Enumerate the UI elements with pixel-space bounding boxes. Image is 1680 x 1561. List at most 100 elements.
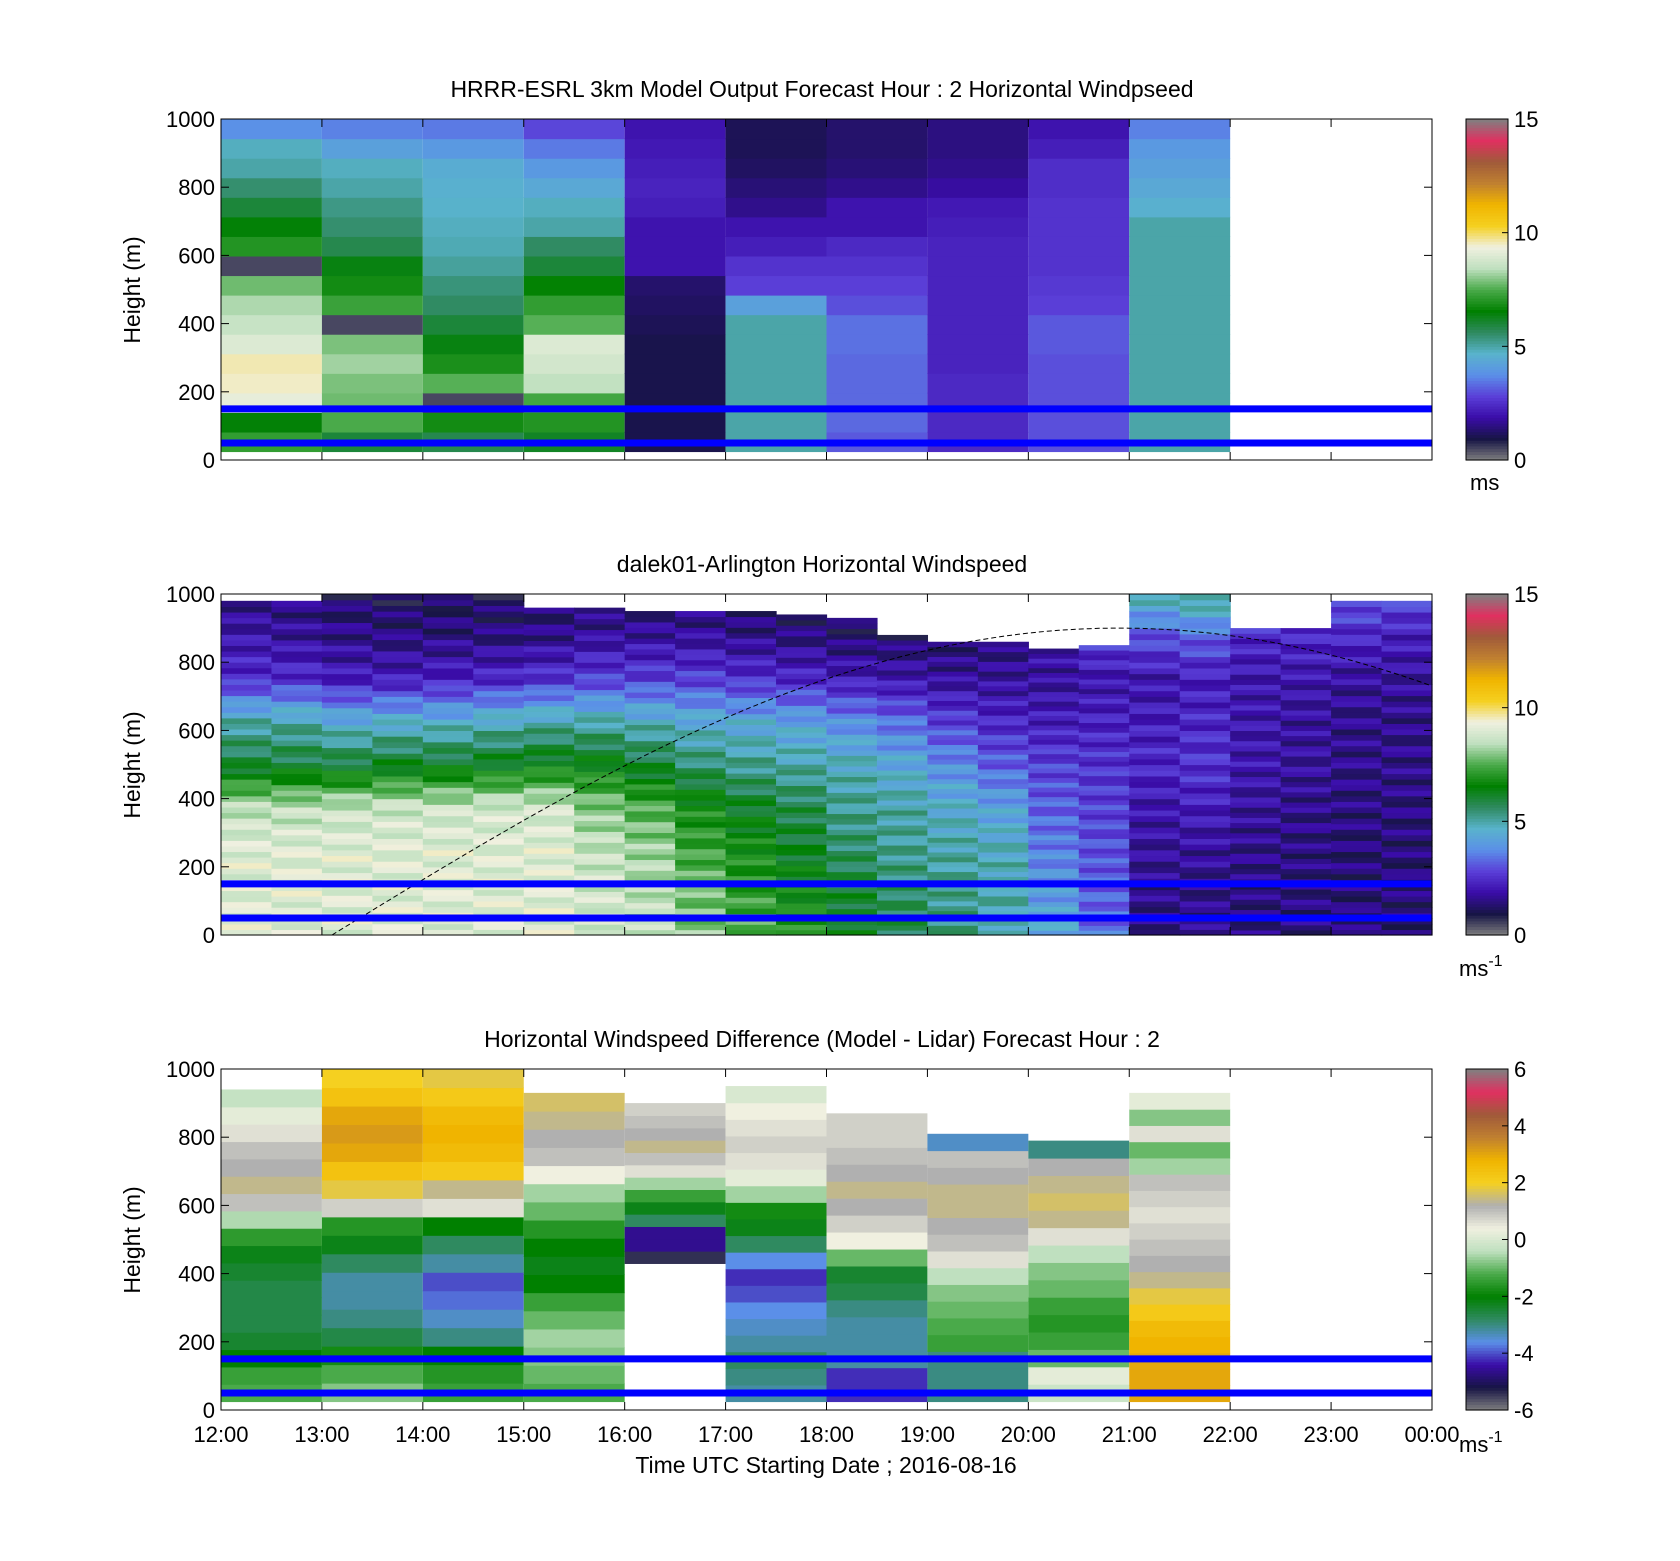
colorbar-segment <box>1466 1321 1508 1326</box>
heatmap-cell <box>321 758 373 766</box>
heatmap-cell <box>574 907 626 914</box>
colorbar-segment <box>1466 656 1508 660</box>
heatmap-cell <box>422 787 474 794</box>
colorbar-segment <box>1466 178 1508 183</box>
heatmap-cell <box>523 918 575 925</box>
heatmap-cell <box>1078 814 1130 820</box>
heatmap-cell <box>927 930 979 936</box>
heatmap-cell <box>876 929 929 936</box>
heatmap-cell <box>1280 689 1332 696</box>
heatmap-cell <box>221 656 273 663</box>
heatmap-cell <box>1078 649 1130 656</box>
heatmap-cell <box>1280 807 1332 813</box>
colorbar-segment <box>1466 155 1508 160</box>
colorbar-segment <box>1466 1174 1508 1178</box>
heatmap-cell <box>523 314 625 335</box>
heatmap-cell <box>1078 901 1130 907</box>
heatmap-cell <box>977 651 1029 658</box>
heatmap-cell <box>1381 890 1433 897</box>
heatmap-cell <box>271 801 323 808</box>
colorbar-segment <box>1466 1100 1508 1104</box>
heatmap-cell <box>271 723 323 730</box>
colorbar-segment <box>1466 1404 1508 1408</box>
heatmap-cell <box>624 891 676 898</box>
heatmap-cell <box>1078 712 1130 719</box>
heatmap-cell <box>876 699 929 706</box>
colorbar-segment <box>1466 300 1508 305</box>
colorbar-segment <box>1466 605 1508 609</box>
heatmap-cell <box>977 666 1029 672</box>
heatmap-cell <box>221 623 273 630</box>
colorbar-segment <box>1466 630 1508 635</box>
heatmap-cell <box>1381 695 1433 702</box>
heatmap-cell <box>321 906 373 913</box>
heatmap-cell <box>523 1256 625 1276</box>
heatmap-cell <box>1179 594 1231 601</box>
x-tick-label: 20:00 <box>1001 1422 1056 1447</box>
heatmap-cell <box>776 790 828 797</box>
heatmap-cell <box>1028 653 1080 659</box>
heatmap-cell <box>977 793 1029 799</box>
heatmap-cell <box>372 701 424 709</box>
heatmap-cells <box>221 1069 1231 1403</box>
heatmap-cell <box>876 734 929 741</box>
heatmap-cell <box>1331 600 1383 607</box>
heatmap-cell <box>321 679 373 686</box>
heatmap-cell <box>725 837 777 844</box>
heatmap-cell <box>1028 1244 1130 1263</box>
heatmap-cell <box>776 838 828 845</box>
heatmap-cell <box>574 694 626 701</box>
colorbar-segment <box>1466 420 1508 424</box>
heatmap-cell <box>574 782 626 789</box>
heatmap-cell <box>1028 901 1080 907</box>
heatmap-cell <box>221 779 273 786</box>
heatmap-cell <box>1230 735 1282 742</box>
heatmap-cell <box>1179 690 1231 697</box>
heatmap-cell <box>1129 900 1181 908</box>
heatmap-cell <box>1381 611 1433 619</box>
colorbar-segment <box>1466 775 1508 780</box>
colorbar-segment <box>1466 1114 1508 1118</box>
heatmap-cell <box>1280 674 1332 680</box>
heatmap-cell <box>372 895 424 902</box>
colorbar-segment <box>1466 1191 1508 1195</box>
heatmap-cell <box>675 638 727 645</box>
heatmap-cell <box>221 650 273 658</box>
heatmap-cell <box>725 692 777 699</box>
heatmap-cell <box>1179 645 1231 652</box>
heatmap-cell <box>372 770 424 777</box>
heatmap-cell <box>977 920 1029 926</box>
heatmap-cell <box>776 902 828 909</box>
colorbar-segment <box>1466 269 1508 274</box>
heatmap-cell <box>776 828 828 835</box>
heatmap-cell <box>372 616 424 624</box>
colorbar-segment <box>1466 596 1508 601</box>
heatmap-cell <box>372 758 424 766</box>
heatmap-cell <box>473 804 525 811</box>
heatmap-cell <box>1179 633 1231 641</box>
heatmap-cell <box>1381 645 1433 652</box>
heatmap-cell <box>1028 925 1080 931</box>
heatmap-cell <box>876 894 929 901</box>
colorbar-segment <box>1466 622 1508 626</box>
heatmap-cell <box>675 729 727 736</box>
heatmap-cell <box>1028 724 1080 731</box>
heatmap-cell <box>675 854 727 861</box>
colorbar-segment <box>1466 286 1508 291</box>
heatmap-cell <box>826 681 878 688</box>
heatmap-cell <box>221 645 273 652</box>
heatmap-cell <box>321 594 373 601</box>
heatmap-cell <box>221 1366 322 1385</box>
heatmap-cell <box>1028 681 1080 688</box>
heatmap-cell <box>1331 701 1383 708</box>
heatmap-cell <box>1028 739 1080 745</box>
heatmap-cell <box>725 654 777 661</box>
heatmap-cell <box>1280 704 1332 711</box>
heatmap-cell <box>1280 755 1332 762</box>
heatmap-cell <box>876 729 929 736</box>
colorbar-segment <box>1466 616 1508 621</box>
colorbar-segment <box>1466 1108 1508 1113</box>
colorbar-segment <box>1466 215 1508 220</box>
y-tick-label: 600 <box>178 718 215 743</box>
colorbar-segment <box>1466 1310 1508 1314</box>
